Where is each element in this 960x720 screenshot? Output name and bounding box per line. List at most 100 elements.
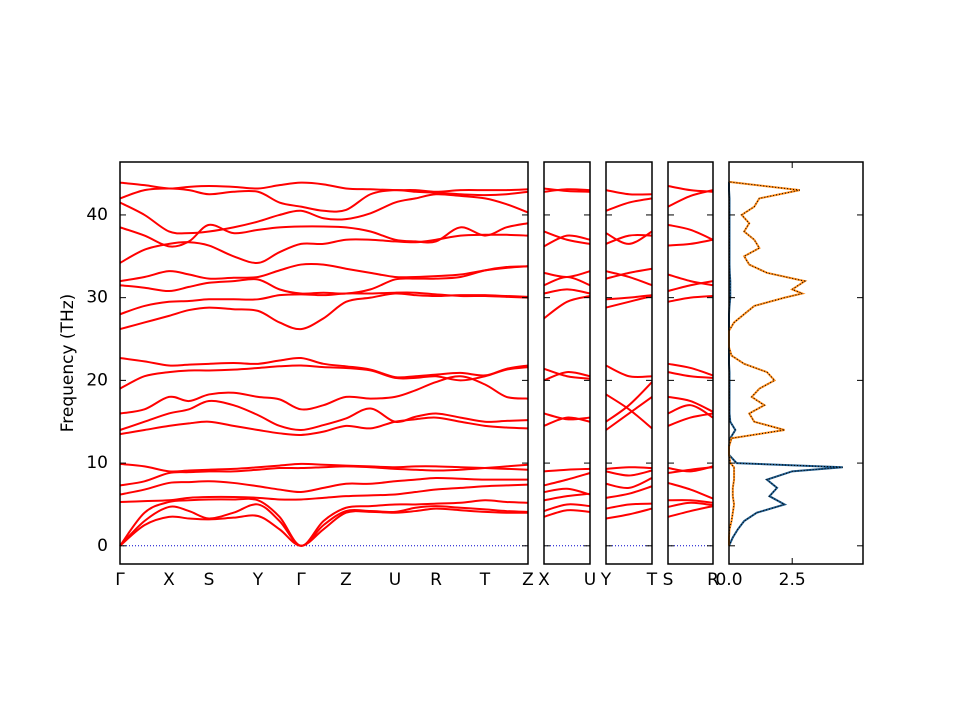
x-tick-label: T: [646, 570, 658, 590]
band: [543, 288, 591, 295]
y-tick-label: 0: [97, 536, 108, 556]
band: [605, 466, 653, 470]
y-axis-label: Frequency (THz): [58, 294, 78, 433]
y-tick-label: 20: [86, 370, 108, 390]
band: [667, 371, 714, 379]
band: [667, 185, 714, 193]
x-tick-label: 0.0: [715, 570, 742, 590]
band: [543, 487, 591, 496]
band: [119, 364, 529, 390]
band: [119, 291, 529, 316]
band: [543, 188, 591, 193]
band: [667, 295, 714, 303]
band: [543, 503, 591, 513]
panel-frame: [543, 161, 591, 565]
band: [119, 483, 529, 503]
band: [667, 481, 714, 500]
band: [605, 502, 653, 510]
band: [119, 375, 529, 415]
x-tick-label: U: [389, 570, 401, 590]
band: [667, 238, 714, 247]
band: [605, 270, 653, 287]
band: [667, 404, 714, 419]
band: [667, 395, 714, 413]
x-tick-label: Γ: [296, 570, 306, 590]
band: [605, 294, 653, 301]
band: [543, 295, 591, 320]
band: [119, 497, 529, 547]
panel-frame: [605, 161, 653, 565]
band: [543, 509, 591, 518]
band: [119, 356, 529, 379]
band: [605, 396, 653, 431]
band: [119, 476, 529, 496]
x-tick-label: S: [663, 570, 674, 590]
band: [119, 262, 529, 283]
band: [119, 462, 529, 473]
band: [543, 230, 591, 245]
band: [119, 463, 529, 487]
band: [667, 273, 714, 287]
x-tick-label: X: [163, 570, 175, 590]
x-tick-label: Y: [252, 570, 264, 590]
band: [667, 189, 714, 208]
band: [667, 505, 714, 518]
band: [119, 503, 529, 547]
band: [667, 412, 714, 427]
panel-frame: [667, 161, 714, 565]
band: [543, 467, 591, 473]
band: [667, 362, 714, 377]
y-tick-label: 10: [86, 453, 108, 473]
band: [119, 181, 529, 193]
band: [543, 472, 591, 487]
band: [119, 416, 529, 437]
band: [667, 223, 714, 241]
band: [605, 197, 653, 212]
band: [605, 469, 653, 477]
band: [605, 477, 653, 490]
band: [667, 280, 714, 293]
x-tick-label: R: [707, 570, 719, 590]
x-tick-label: S: [204, 570, 215, 590]
band: [543, 416, 591, 427]
band: [543, 270, 591, 278]
x-tick-label: R: [430, 570, 442, 590]
x-tick-label: Γ: [115, 570, 125, 590]
band: [119, 222, 529, 248]
dos-line: [728, 180, 808, 546]
band: [543, 234, 591, 248]
band: [667, 465, 714, 473]
band: [119, 233, 529, 264]
band: [605, 381, 653, 423]
x-tick-label: T: [479, 570, 491, 590]
x-tick-label: Z: [340, 570, 352, 590]
band: [543, 187, 591, 193]
band: [119, 265, 529, 295]
band: [605, 189, 653, 196]
band: [543, 367, 591, 380]
band: [119, 507, 529, 547]
y-tick-label: 40: [86, 205, 108, 225]
band: [119, 187, 529, 213]
band: [543, 275, 591, 287]
band: [667, 501, 714, 508]
dos-line-dots: [728, 181, 807, 546]
x-tick-label: Z: [522, 570, 534, 590]
y-tick-label: 30: [86, 288, 108, 308]
band: [543, 371, 591, 382]
band: [605, 230, 653, 245]
band: [119, 399, 529, 432]
band: [119, 193, 529, 235]
band: [605, 485, 653, 499]
x-tick-label: Y: [600, 570, 612, 590]
band: [605, 267, 653, 280]
band: [605, 364, 653, 379]
x-tick-label: 2.5: [779, 570, 806, 590]
band: [543, 412, 591, 421]
panel-frame: [728, 161, 864, 565]
band: [119, 292, 529, 331]
x-tick-label: U: [584, 570, 596, 590]
band: [543, 492, 591, 502]
band: [605, 507, 653, 520]
